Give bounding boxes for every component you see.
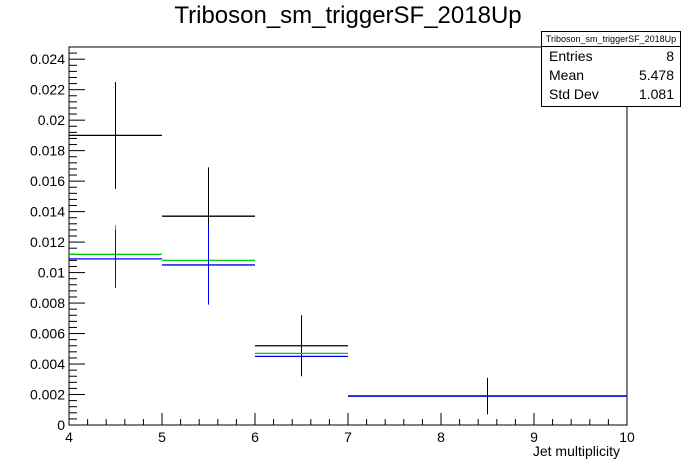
- y-tick-label: 0.012: [30, 234, 65, 250]
- x-tick-label: 5: [158, 429, 166, 445]
- axis-ticks: 0 0.002 0.004 0.006 0.008 0.01 0.012 0.014 0.016…: [30, 46, 635, 445]
- stats-label: Mean: [549, 67, 585, 83]
- stats-row-mean: Mean 5.478: [542, 66, 680, 85]
- stats-value: 8: [666, 48, 674, 64]
- y-tick-label: 0: [57, 417, 65, 433]
- y-tick-label: 0.004: [30, 356, 65, 372]
- stats-value: 5.478: [638, 67, 674, 83]
- y-tick-label: 0.022: [30, 82, 65, 98]
- y-tick-label: 0.008: [30, 295, 65, 311]
- x-tick-label: 4: [65, 429, 73, 445]
- stats-row-entries: Entries 8: [542, 47, 680, 66]
- y-tick-label: 0.014: [30, 204, 65, 220]
- y-tick-label: 0.01: [38, 265, 65, 281]
- stats-row-stddev: Std Dev 1.081: [542, 85, 680, 104]
- stats-box: Triboson_sm_triggerSF_2018Up Entries 8 M…: [541, 31, 681, 107]
- x-tick-label: 10: [619, 429, 635, 445]
- stats-label: Entries: [549, 48, 593, 64]
- stats-value: 1.081: [638, 86, 674, 102]
- x-tick-label: 6: [251, 429, 259, 445]
- y-tick-label: 0.016: [30, 173, 65, 189]
- x-tick-label: 8: [437, 429, 445, 445]
- x-tick-label: 7: [344, 429, 352, 445]
- y-tick-label: 0.018: [30, 143, 65, 159]
- x-axis-label: Jet multiplicity: [533, 443, 620, 459]
- y-tick-label: 0.024: [30, 51, 65, 67]
- y-tick-label: 0.02: [38, 112, 65, 128]
- y-tick-label: 0.006: [30, 326, 65, 342]
- stats-title: Triboson_sm_triggerSF_2018Up: [542, 32, 680, 47]
- series-group: [69, 82, 627, 415]
- x-tick-label: 9: [530, 429, 538, 445]
- stats-label: Std Dev: [549, 86, 599, 102]
- chart-title: Triboson_sm_triggerSF_2018Up: [174, 2, 522, 29]
- y-tick-label: 0.002: [30, 387, 65, 403]
